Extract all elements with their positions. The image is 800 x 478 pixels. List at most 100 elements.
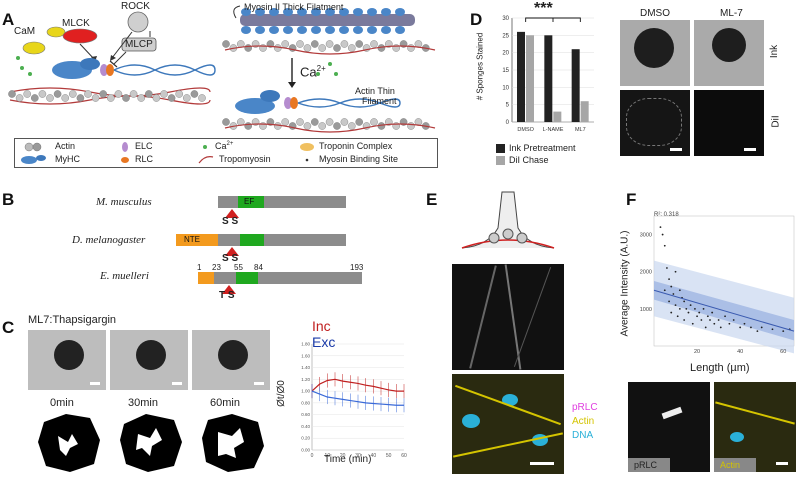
label-myosin-thick: Myosin II Thick Filatment bbox=[244, 2, 344, 12]
scatter-point bbox=[670, 285, 673, 288]
panel-label-b: B bbox=[2, 190, 15, 209]
scatter-point bbox=[711, 311, 714, 314]
label-calcium: Ca2+ bbox=[300, 64, 326, 79]
pos-1: 1 bbox=[197, 263, 202, 272]
scatter-point bbox=[663, 289, 666, 292]
significance: *** bbox=[534, 0, 553, 17]
scatter-point bbox=[694, 307, 696, 310]
scatter-point bbox=[683, 300, 686, 303]
scatter-point bbox=[678, 289, 681, 292]
channel-dna: DNA bbox=[572, 430, 594, 441]
sponge-image-30min bbox=[110, 330, 188, 390]
line-xtick-label: 20 bbox=[340, 453, 346, 459]
col-dmso: DMSO bbox=[640, 8, 670, 19]
scatter-xtick-label: 60 bbox=[780, 349, 786, 355]
row-dil: DiI bbox=[770, 115, 782, 128]
actin-filament-left bbox=[9, 87, 211, 105]
silhouette-0min bbox=[38, 414, 100, 472]
legend-elc: ELC bbox=[135, 141, 153, 151]
scatter-point bbox=[674, 270, 677, 273]
cam-shape bbox=[22, 41, 46, 55]
line-series-inc bbox=[311, 378, 404, 392]
scatter-point bbox=[782, 330, 785, 333]
legend-tropomyosin: Tropomyosin bbox=[219, 154, 271, 164]
sponge-image-0min bbox=[28, 330, 106, 390]
time-0min: 0min bbox=[50, 397, 74, 409]
f-tag-prlc: pRLC bbox=[634, 460, 658, 470]
panel-label-f: F bbox=[626, 190, 637, 209]
ef-muelleri bbox=[236, 272, 258, 284]
dil-ml7-image bbox=[694, 90, 764, 156]
bar-ytick-label: 15 bbox=[502, 68, 509, 74]
species-musculus: M. musculus bbox=[96, 196, 152, 208]
e-grayscale-image bbox=[452, 264, 564, 370]
scatter-point bbox=[668, 278, 670, 281]
channel-actin: Actin bbox=[572, 416, 595, 427]
scatter-point bbox=[666, 267, 668, 269]
site-arrow-3 bbox=[222, 285, 236, 294]
line-xtick-label: 60 bbox=[401, 453, 407, 459]
scatter-xlabel: Length (µm) bbox=[690, 362, 750, 374]
legend-ca-text: Ca bbox=[215, 141, 227, 151]
label-rock: ROCK bbox=[121, 1, 150, 12]
bar-muelleri bbox=[198, 272, 362, 284]
bar-category-label: L-NAME bbox=[543, 127, 564, 133]
pos-84: 84 bbox=[254, 263, 263, 272]
nte-melanogaster bbox=[176, 234, 218, 246]
pos-193: 193 bbox=[350, 263, 364, 272]
species-muelleri: E. muelleri bbox=[100, 270, 149, 282]
panel-a-diagram bbox=[8, 5, 436, 133]
scatter-point bbox=[678, 307, 681, 310]
scatter-point bbox=[719, 326, 722, 329]
scatter-r2: R²: 0.318 bbox=[654, 212, 679, 218]
scatter-point bbox=[683, 319, 686, 321]
rock-shape bbox=[127, 11, 149, 33]
label-cam: CaM bbox=[14, 26, 36, 37]
scatter-point bbox=[743, 322, 746, 325]
scatter-point bbox=[717, 319, 720, 321]
legend-actin: Actin bbox=[55, 141, 76, 151]
scatter-xtick-label: 20 bbox=[694, 349, 700, 355]
time-60min: 60min bbox=[210, 397, 240, 409]
scatter-point bbox=[760, 326, 763, 329]
legend-inc: Inc bbox=[312, 318, 331, 334]
pos-55: 55 bbox=[234, 263, 243, 272]
scatter-point bbox=[724, 315, 726, 318]
scatter-point bbox=[689, 304, 692, 307]
calcium-text: Ca bbox=[300, 64, 317, 80]
legend-rlc: RLC bbox=[135, 154, 154, 164]
ink-dmso-image bbox=[620, 20, 690, 86]
bar-ytick-label: 30 bbox=[502, 16, 509, 22]
scatter-trend-line bbox=[653, 289, 795, 332]
scatter-point bbox=[674, 304, 677, 307]
line-ytick-label: 0.00 bbox=[301, 448, 310, 453]
bar-chart: 0 5 10 15 20 25 30 DMSO L-NAME ML7 bbox=[502, 16, 594, 133]
scatter-point bbox=[687, 311, 690, 314]
label-actin-thin-1: Actin Thin bbox=[355, 86, 395, 96]
scatter-point bbox=[672, 293, 675, 295]
scatter-point bbox=[661, 233, 664, 236]
time-30min: 30min bbox=[128, 397, 158, 409]
ink-ml7-image bbox=[694, 20, 764, 86]
calcium-sup: 2+ bbox=[316, 64, 326, 73]
panel-c-title: ML7:Thapsigargin bbox=[28, 314, 117, 326]
line-ytick-label: 0.80 bbox=[301, 400, 310, 405]
scatter-chart: 1000 2000 3000 20 40 60 bbox=[640, 215, 795, 355]
label-actin-thin-2: Filament bbox=[362, 96, 397, 106]
scatter-point bbox=[771, 328, 774, 331]
scatter-point bbox=[663, 244, 666, 247]
line-xtick-label: 30 bbox=[355, 453, 361, 459]
legend-myhc: MyHC bbox=[55, 154, 80, 164]
bar-l-name-dil bbox=[553, 111, 562, 122]
bar-ml7-dil bbox=[580, 101, 589, 122]
scatter-point bbox=[713, 322, 716, 325]
scatter-ytick-label: 3000 bbox=[640, 233, 652, 239]
bar-category-label: ML7 bbox=[575, 127, 586, 133]
scatter-point bbox=[698, 311, 701, 314]
site-arrow-1 bbox=[225, 209, 239, 218]
legend-ink: Ink Pretreatment bbox=[509, 143, 576, 153]
line-ytick-label: 1.20 bbox=[301, 377, 310, 382]
scatter-point bbox=[668, 300, 670, 303]
bar-dmso-dil bbox=[526, 35, 534, 122]
sponge-image-60min bbox=[192, 330, 270, 390]
